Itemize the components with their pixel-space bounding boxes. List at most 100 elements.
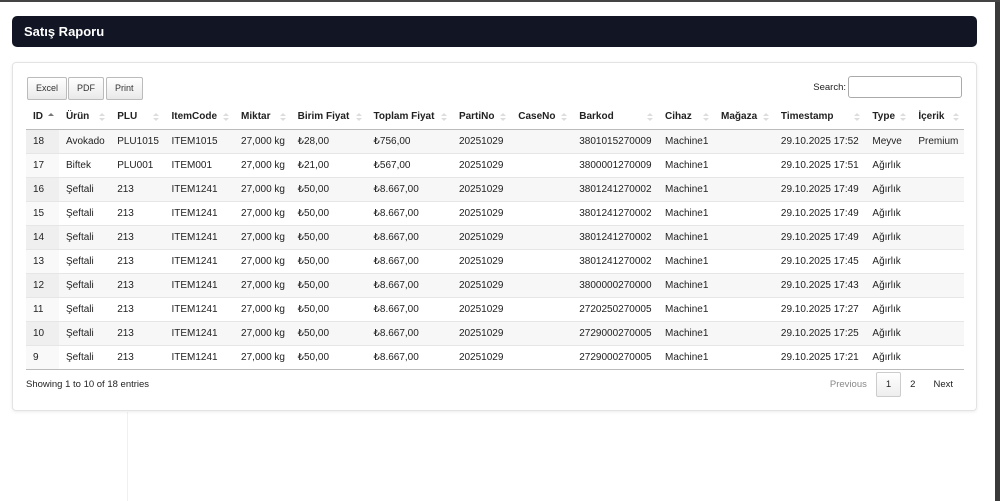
page-2-button[interactable]: 2 (910, 379, 916, 390)
table-cell: ₺8.667,00 (366, 272, 452, 297)
table-cell: 27,000 kg (234, 320, 291, 345)
column-header-type[interactable]: Type (865, 105, 912, 130)
report-card: Excel PDF Print Search: ID Ürün PLU ItemCod… (12, 62, 977, 411)
column-header-miktar[interactable]: Miktar (234, 105, 291, 130)
table-cell (911, 152, 964, 177)
table-cell: 213 (110, 248, 165, 273)
sort-icon (703, 113, 710, 122)
column-header-barkod[interactable]: Barkod (572, 105, 659, 130)
table-cell: 3801241270002 (572, 176, 659, 201)
column-header-timestamp[interactable]: Timestamp (773, 105, 866, 130)
page-1-button[interactable]: 1 (875, 372, 902, 397)
column-header-toplam-fiyat[interactable]: Toplam Fiyat (366, 105, 452, 130)
table-cell: 13 (26, 248, 59, 273)
table-row[interactable]: 18 Avokado PLU1015 ITEM1015 27,000 kg ₺28,00 ₺… (26, 128, 964, 153)
table-cell: Şeftali (58, 176, 111, 201)
table-cell (911, 176, 964, 201)
table-cell: ITEM1241 (164, 296, 235, 321)
table-cell: ₺50,00 (290, 176, 367, 201)
excel-button[interactable]: Excel (27, 77, 68, 100)
column-header-ma-aza[interactable]: Mağaza (714, 105, 774, 130)
table-cell: 213 (110, 320, 165, 345)
table-cell (714, 200, 774, 225)
table-cell: 3800001270009 (572, 152, 659, 177)
table-cell: ₺8.667,00 (366, 320, 452, 345)
table-cell: ITEM1015 (164, 128, 235, 153)
table-cell: 27,000 kg (234, 296, 291, 321)
table-row[interactable]: 14 Şeftali 213 ITEM1241 27,000 kg ₺50,00 ₺8.66… (26, 224, 964, 249)
table-cell: ₺8.667,00 (366, 224, 452, 249)
table-cell: ₺8.667,00 (366, 176, 452, 201)
table-cell (714, 224, 774, 249)
table-cell: 20251029 (451, 296, 512, 321)
column-label: Birim Fiyat (297, 111, 350, 123)
table-row[interactable]: 16 Şeftali 213 ITEM1241 27,000 kg ₺50,00 ₺8.66… (26, 176, 964, 201)
table-cell: Machine1 (658, 272, 715, 297)
table-cell: Ağırlık (865, 200, 912, 225)
table-cell: 29.10.2025 17:45 (773, 248, 866, 273)
table-row[interactable]: 17 Biftek PLU001 ITEM001 27,000 kg ₺21,00 ₺567… (26, 152, 964, 177)
sort-icon (762, 113, 769, 122)
table-cell (911, 320, 964, 345)
column-label: Barkod (579, 111, 614, 123)
table-cell (714, 320, 774, 345)
table-row[interactable]: 10 Şeftali 213 ITEM1241 27,000 kg ₺50,00 ₺8.66… (26, 320, 964, 345)
pdf-button[interactable]: PDF (68, 77, 104, 100)
divider (127, 412, 128, 501)
column-header-i-erik[interactable]: İçerik (911, 105, 964, 130)
table-cell: Ağırlık (865, 248, 912, 273)
search-input[interactable] (848, 76, 962, 98)
table-cell: 3801241270002 (572, 200, 659, 225)
table-cell: 27,000 kg (234, 128, 291, 153)
table-cell: 27,000 kg (234, 200, 291, 225)
table-cell: 2720250270005 (572, 296, 659, 321)
column-label: İçerik (918, 111, 945, 123)
next-button[interactable]: Next (933, 379, 953, 390)
table-cell: 3801241270002 (572, 224, 659, 249)
sort-icon (500, 113, 507, 122)
table-cell: Machine1 (658, 248, 715, 273)
column-header--r-n[interactable]: Ürün (58, 105, 111, 130)
print-button[interactable]: Print (106, 77, 143, 100)
table-cell: 16 (26, 176, 59, 201)
table-row[interactable]: 13 Şeftali 213 ITEM1241 27,000 kg ₺50,00 ₺8.66… (26, 248, 964, 273)
previous-button[interactable]: Previous (829, 379, 867, 390)
table-cell: ₺50,00 (290, 248, 367, 273)
table-cell (911, 224, 964, 249)
table-cell: ITEM1241 (164, 320, 235, 345)
table-cell: 29.10.2025 17:25 (773, 320, 866, 345)
table-cell: PLU001 (110, 152, 165, 177)
column-header-id[interactable]: ID (26, 105, 59, 130)
table-cell: Machine1 (658, 224, 715, 249)
table-cell: 213 (110, 176, 165, 201)
table-row[interactable]: 15 Şeftali 213 ITEM1241 27,000 kg ₺50,00 ₺8.66… (26, 200, 964, 225)
table-cell (511, 296, 573, 321)
table-cell (511, 128, 573, 153)
column-label: PLU (117, 111, 138, 123)
column-header-itemcode[interactable]: ItemCode (164, 105, 235, 130)
table-cell: 29.10.2025 17:21 (773, 344, 866, 370)
column-label: Mağaza (721, 111, 758, 123)
column-label: Toplam Fiyat (373, 111, 435, 123)
column-header-birim-fiyat[interactable]: Birim Fiyat (290, 105, 367, 130)
column-header-caseno[interactable]: CaseNo (511, 105, 573, 130)
table-cell: ₺8.667,00 (366, 296, 452, 321)
column-header-plu[interactable]: PLU (110, 105, 165, 130)
table-row[interactable]: 11 Şeftali 213 ITEM1241 27,000 kg ₺50,00 ₺8.66… (26, 296, 964, 321)
sort-icon (953, 113, 959, 122)
table-cell: ₺50,00 (290, 224, 367, 249)
pagination: Previous 1 2 Next (821, 372, 962, 397)
table-row[interactable]: 12 Şeftali 213 ITEM1241 27,000 kg ₺50,00 ₺8.66… (26, 272, 964, 297)
column-header-partino[interactable]: PartiNo (451, 105, 512, 130)
table-cell: 213 (110, 296, 165, 321)
table-cell: Meyve (865, 128, 912, 153)
table-row[interactable]: 9 Şeftali 213 ITEM1241 27,000 kg ₺50,00 ₺8.667… (26, 344, 964, 370)
sort-icon (561, 113, 568, 122)
sort-icon (223, 113, 230, 122)
page-header: Satış Raporu (12, 16, 977, 47)
search-label: Search: (813, 81, 846, 93)
table-cell: ₺21,00 (290, 152, 367, 177)
table-cell: Şeftali (58, 344, 111, 370)
column-header-cihaz[interactable]: Cihaz (658, 105, 715, 130)
table-cell: Şeftali (58, 272, 111, 297)
